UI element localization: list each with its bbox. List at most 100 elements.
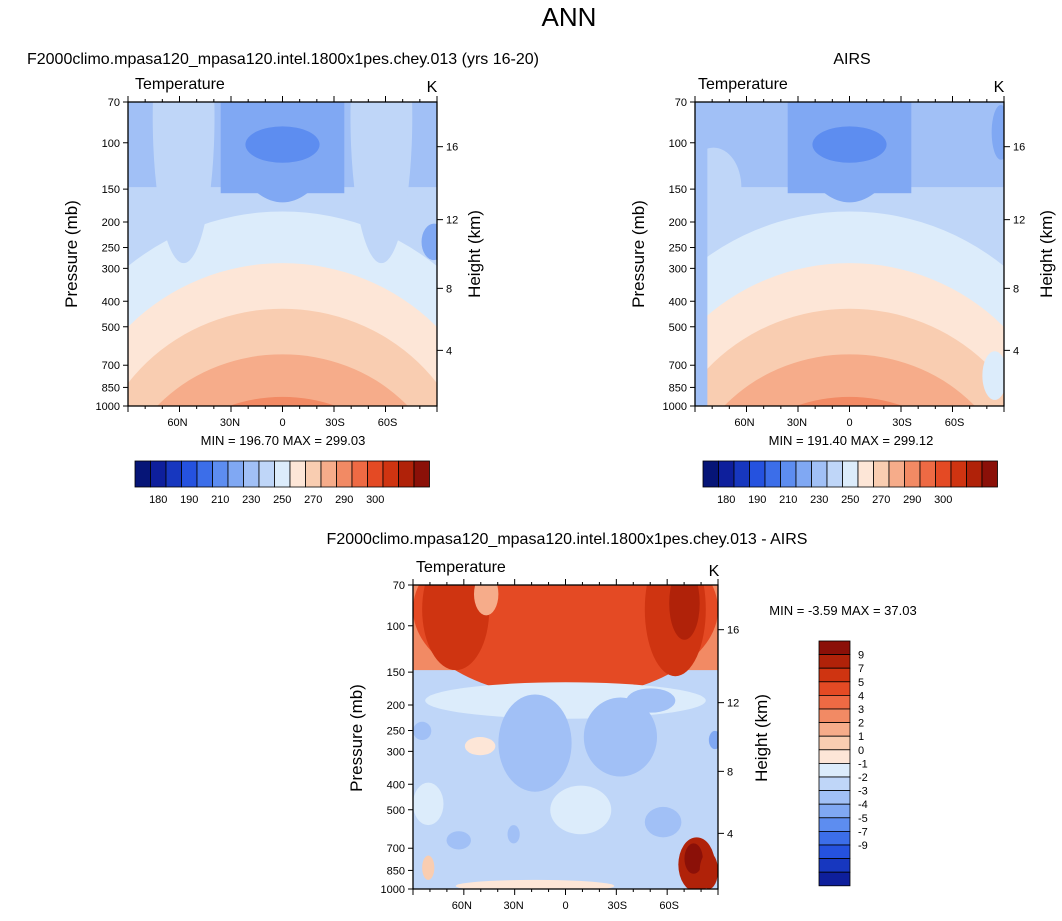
colorbar-swatch [305,460,322,488]
colorbar-swatch [981,460,998,488]
colorbar-swatch [227,460,244,488]
colorbar-label: 180 [717,494,735,506]
height-tick-label: 4 [446,345,452,357]
colorbar-label: 270 [304,494,322,506]
pressure-tick-label: 1000 [96,401,120,413]
colorbar-label: 230 [242,494,260,506]
panel-obs-colorbar: 180 190 210 230 250 270 290 300 [702,460,998,506]
contour-band [991,105,1004,160]
contour-band [644,806,682,838]
colorbar-label: 290 [335,494,353,506]
pressure-tick-label: 850 [669,382,687,394]
pressure-tick-label: 100 [102,138,120,150]
contour-band [350,102,413,264]
colorbar-swatch [336,460,353,488]
colorbar-swatch [818,708,851,724]
lat-tick-label: 0 [279,417,285,429]
lat-tick-label: 60S [378,417,398,429]
colorbar-label: 270 [872,494,890,506]
colorbar-label: 0 [858,745,864,757]
panel-obs-subtitle: AIRS [833,51,870,68]
colorbar-swatch [274,460,291,488]
contour-band [464,737,496,756]
contour-band [413,782,444,826]
colorbar-swatch [398,460,415,488]
colorbar-swatch [818,844,851,860]
colorbar-swatch [367,460,384,488]
colorbar-swatch [150,460,167,488]
colorbar-swatch [935,460,952,488]
colorbar-swatch [764,460,781,488]
contour-band [446,831,471,850]
colorbar-label: 290 [903,494,921,506]
colorbar-label: 300 [934,494,952,506]
lat-tick-label: 0 [562,900,568,912]
colorbar-swatch [780,460,797,488]
colorbar-swatch [702,460,719,488]
colorbar-swatch [811,460,828,488]
colorbar-label: -7 [858,826,868,838]
panel-obs-variable: Temperature [698,76,788,93]
lat-tick-label: 0 [846,417,852,429]
panel-model-axes: 70 100 150 200 250 300 400 500 700 850 1000 4 8 12 16 6… [96,96,458,429]
panel-diff-y2label: Height (km) [752,694,771,782]
contour-band [507,825,520,844]
pressure-tick-label: 400 [387,779,405,791]
pressure-tick-label: 150 [387,667,405,679]
colorbar-swatch [196,460,213,488]
pressure-tick-label: 850 [387,865,405,877]
colorbar-swatch [818,858,851,873]
panel-diff-field [413,585,718,889]
pressure-tick-label: 250 [102,243,120,255]
contour-band [245,126,320,163]
panel-diff: F2000climo.mpasa120_mpasa120.intel.1800x… [327,531,917,912]
panel-diff-contours [413,585,718,889]
colorbar-label: 300 [366,494,384,506]
colorbar-swatch [289,460,306,488]
pressure-tick-label: 70 [675,97,687,109]
height-tick-label: 8 [446,283,452,295]
colorbar-label: -1 [858,758,868,770]
contour-band [152,102,215,264]
pressure-tick-label: 700 [387,843,405,855]
contour-band [812,126,887,163]
lat-tick-label: 60S [945,417,965,429]
colorbar-swatch [181,460,198,488]
colorbar-label: 1 [858,731,864,743]
colorbar-swatch [818,790,851,805]
colorbar-label: 180 [149,494,167,506]
contour-band [157,354,408,406]
colorbar-label: 7 [858,663,864,675]
height-tick-label: 8 [1013,283,1019,295]
panel-model-y2label: Height (km) [465,210,484,298]
height-tick-label: 12 [727,698,739,710]
lat-tick-label: 60S [659,900,679,912]
panel-model-ylabel: Pressure (mb) [62,200,81,308]
pressure-tick-label: 200 [387,700,405,712]
pressure-tick-label: 300 [102,263,120,275]
panel-model: F2000climo.mpasa120_mpasa120.intel.1800x… [27,51,539,506]
colorbar-swatch [212,460,229,488]
pressure-tick-label: 100 [669,138,687,150]
colorbar-label: 2 [858,718,864,730]
colorbar-swatch [950,460,967,488]
panel-obs: AIRS Temperature K 70 100 150 200 250 300 400 5… [629,51,1056,506]
panel-obs-plot: 70 100 150 200 250 300 400 500 700 850 1000 4 8 12 16 6… [663,96,1025,429]
panel-diff-axes: 70 100 150 200 250 300 400 500 700 850 1000 4 8 12 16 6… [381,579,739,912]
panel-diff-ylabel: Pressure (mb) [347,684,366,792]
height-tick-label: 8 [727,766,733,778]
colorbar-swatch [818,776,851,792]
colorbar-swatch [857,460,874,488]
contour-band [421,223,437,261]
contour-band [695,147,742,227]
lat-tick-label: 30S [892,417,912,429]
height-tick-label: 16 [446,142,458,154]
colorbar-swatch [818,654,851,669]
pressure-tick-label: 250 [669,243,687,255]
colorbar-label: -3 [858,786,868,798]
colorbar-label: 230 [810,494,828,506]
colorbar-swatch [888,460,905,488]
panel-obs-contours [695,102,1004,406]
panel-obs-y2label: Height (km) [1037,210,1056,298]
